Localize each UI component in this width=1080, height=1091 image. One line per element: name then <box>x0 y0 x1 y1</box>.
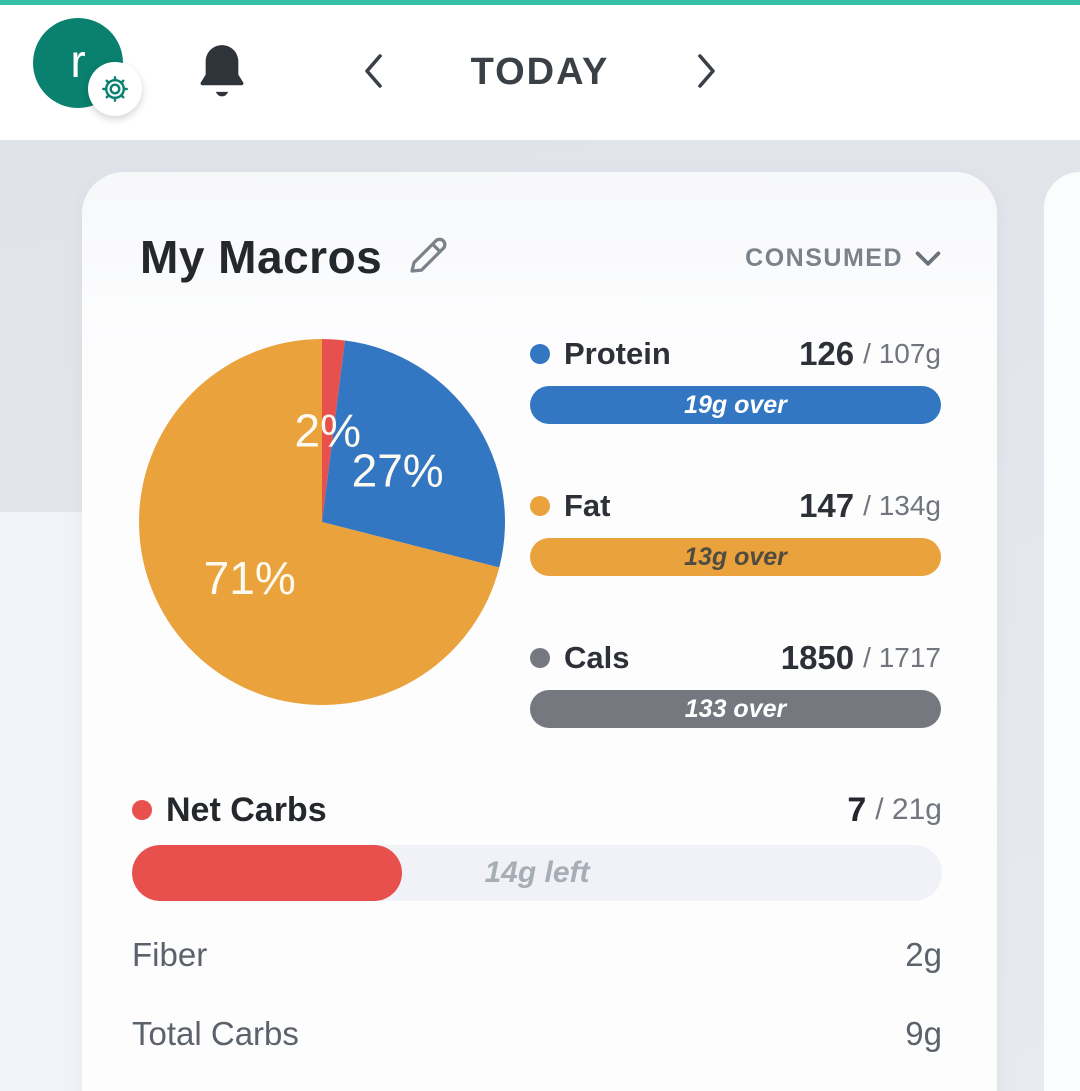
protein-target: / 107g <box>863 338 941 369</box>
fat-label: Fat <box>564 488 611 523</box>
pie-slice-net-carbs <box>322 339 345 522</box>
net-carbs-label: Net Carbs <box>166 790 327 829</box>
pie-slice-label: 27% <box>352 445 444 497</box>
pencil-icon <box>404 233 450 282</box>
chevron-left-icon <box>359 53 389 94</box>
net-carbs-progress-fill <box>132 845 402 901</box>
bell-icon <box>194 44 250 106</box>
legend-row-protein: Protein 126 / 107g 19g over <box>530 332 941 424</box>
header-bar <box>0 5 1080 140</box>
cals-status-pill: 133 over <box>530 690 941 728</box>
consumed-dropdown-label: CONSUMED <box>745 244 903 272</box>
fiber-label: Fiber <box>132 936 208 973</box>
fat-status-text: 13g over <box>684 542 787 571</box>
total-carbs-label: Total Carbs <box>132 1015 299 1052</box>
fat-status-pill: 13g over <box>530 538 941 576</box>
top-accent-strip <box>0 0 1080 5</box>
fiber-row: Fiber 2g <box>132 927 942 983</box>
fat-target: / 134g <box>863 490 941 521</box>
fat-dot <box>530 496 550 516</box>
net-carbs-remaining-text: 14g left <box>484 856 590 889</box>
legend-row-fat: Fat 147 / 134g 13g over <box>530 484 941 576</box>
settings-button[interactable] <box>88 62 142 116</box>
net-carbs-value: 7 <box>847 790 867 829</box>
next-card-edge <box>1044 172 1080 1091</box>
protein-value: 126 <box>799 335 855 372</box>
net-carbs-dot <box>132 800 152 820</box>
protein-status-text: 19g over <box>684 390 787 419</box>
chevron-down-icon <box>915 250 941 267</box>
net-carbs-progress-bar: 14g left <box>132 845 942 901</box>
avatar-initial: r <box>70 35 86 87</box>
date-navigation: TODAY <box>330 40 750 104</box>
cals-status-text: 133 over <box>684 694 787 723</box>
card-title: My Macros <box>140 231 383 283</box>
fat-value: 147 <box>799 487 855 524</box>
gear-icon <box>99 73 131 105</box>
macros-pie-chart: 2% 27% 71% <box>138 339 505 705</box>
next-day-button[interactable] <box>684 50 728 94</box>
protein-label: Protein <box>564 336 671 371</box>
pie-slice-protein <box>322 340 505 568</box>
protein-dot <box>530 344 550 364</box>
net-carbs-section: Net Carbs 7 / 21g 14g left <box>132 788 942 901</box>
fiber-value: 2g <box>905 936 942 973</box>
cals-dot <box>530 648 550 668</box>
cals-target: / 1717 <box>863 642 941 673</box>
total-carbs-row: Total Carbs 9g <box>132 1006 942 1062</box>
consumed-dropdown[interactable]: CONSUMED <box>745 244 941 273</box>
previous-day-button[interactable] <box>352 50 396 94</box>
macros-legend: Protein 126 / 107g 19g over Fat 147 / 13… <box>530 332 941 788</box>
net-carbs-target: / 21g <box>875 793 942 826</box>
edit-macros-button[interactable] <box>404 233 450 282</box>
carb-details: Fiber 2g Total Carbs 9g <box>132 927 942 1085</box>
profile-avatar[interactable]: r <box>33 18 143 118</box>
cals-label: Cals <box>564 640 630 675</box>
background-shape <box>0 512 82 1091</box>
chevron-right-icon <box>691 53 721 94</box>
cals-value: 1850 <box>780 639 855 676</box>
current-date-label[interactable]: TODAY <box>470 50 610 93</box>
legend-row-cals: Cals 1850 / 1717 133 over <box>530 636 941 728</box>
notifications-button[interactable] <box>192 40 252 106</box>
my-macros-card: My Macros CONSUMED 2% 27% 71% <box>82 172 997 1091</box>
pie-slice-label: 71% <box>204 552 296 604</box>
pie-slice-fat <box>138 339 500 705</box>
total-carbs-value: 9g <box>905 1015 942 1052</box>
pie-slice-label: 2% <box>295 405 361 457</box>
protein-status-pill: 19g over <box>530 386 941 424</box>
